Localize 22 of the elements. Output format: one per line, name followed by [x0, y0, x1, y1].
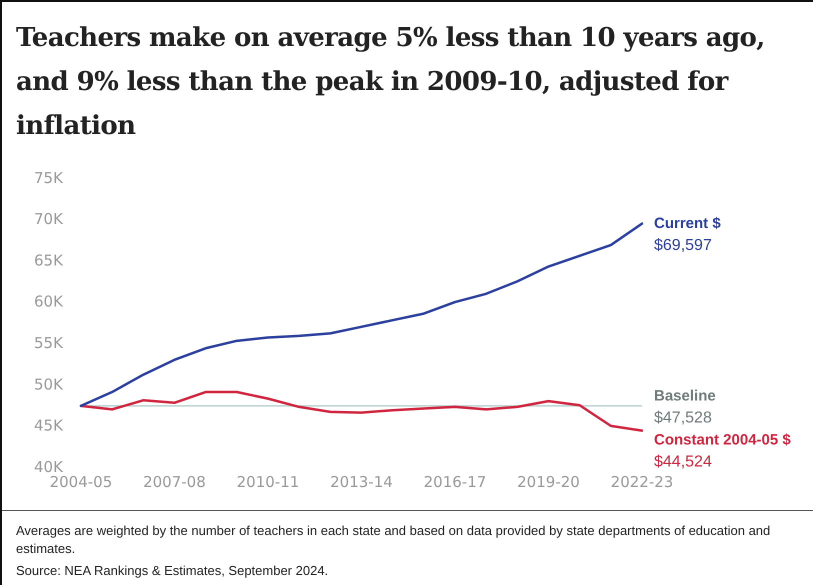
annotation: $69,597 — [654, 237, 712, 254]
x-tick-label: 2019-20 — [517, 472, 580, 491]
y-tick-label: 50K — [34, 375, 64, 394]
y-tick-label: 75K — [34, 168, 64, 187]
x-tick-label: 2013-14 — [330, 472, 393, 491]
x-tick-label: 2010-11 — [236, 472, 300, 491]
y-tick-label: 60K — [34, 292, 64, 311]
series-label: Current $ — [654, 214, 722, 232]
ref-line-label: Baseline — [654, 387, 716, 404]
x-tick-label: 2022-23 — [610, 472, 674, 491]
x-tick-label: 2007-08 — [143, 472, 206, 491]
y-tick-label: 45K — [34, 416, 64, 435]
y-tick-label: 65K — [34, 251, 64, 270]
chart-title: Teachers make on average 5% less than 10 years ago, and 9% less than the peak in 2009-10, adjusted for inflation — [16, 22, 766, 143]
text: Averages are weighted by the number of teachers in each state and based on data provided by state departments of education and estimates. — [16, 522, 772, 558]
x-tick-label: 2016-17 — [424, 472, 486, 491]
annotation: $47,528 — [654, 410, 712, 427]
series-label: Constant 2004-05 $ — [654, 431, 792, 448]
y-tick-label: 55K — [34, 334, 64, 352]
source-note: Source: NEA Rankings & Estimates, September 2024. — [16, 562, 330, 580]
annotation: $44,524 — [654, 454, 712, 471]
y-tick-label: 70K — [34, 210, 64, 228]
